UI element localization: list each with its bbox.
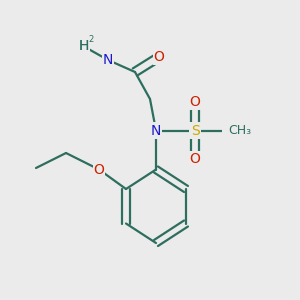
Bar [150,122,162,139]
Bar [78,38,90,55]
Bar [153,49,165,65]
Text: O: O [190,95,200,109]
Bar [93,161,105,178]
Text: H: H [79,40,89,53]
Text: N: N [151,124,161,137]
Text: O: O [94,163,104,176]
Text: O: O [154,50,164,64]
Text: O: O [190,152,200,166]
Bar [189,151,201,167]
Text: N: N [103,53,113,67]
Text: S: S [190,124,200,137]
Bar [102,52,114,68]
Text: H: H [79,40,89,53]
Bar [222,122,240,139]
Text: CH₃: CH₃ [228,124,252,137]
Text: 2: 2 [89,34,94,43]
Bar [189,122,201,139]
Bar [189,94,201,110]
